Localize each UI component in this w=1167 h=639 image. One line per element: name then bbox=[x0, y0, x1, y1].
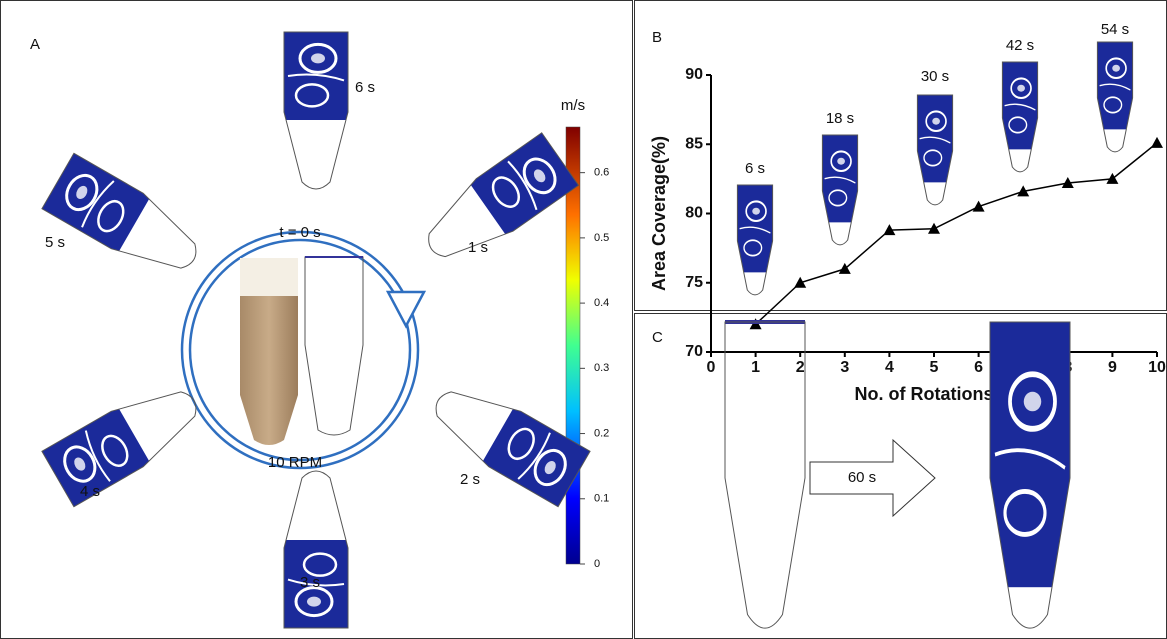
x-tick-label: 0 bbox=[707, 359, 716, 376]
annotation: 6 s bbox=[745, 160, 765, 177]
tube bbox=[422, 373, 590, 507]
time-label: 3 s bbox=[300, 574, 320, 591]
y-tick-label: 90 bbox=[685, 66, 703, 83]
tube bbox=[917, 95, 952, 205]
particles bbox=[1002, 62, 1037, 149]
time-label: 2 s bbox=[460, 471, 480, 488]
particles bbox=[917, 95, 952, 182]
photo-top bbox=[240, 258, 298, 298]
colorbar-tick-label: 0.1 bbox=[594, 493, 609, 505]
photo-tube bbox=[240, 296, 298, 445]
vortex bbox=[1024, 392, 1042, 412]
rotation-arrow bbox=[182, 232, 424, 468]
x-tick-label: 9 bbox=[1108, 359, 1117, 376]
initial-time: t = 0 s bbox=[279, 224, 320, 241]
vortex bbox=[932, 118, 940, 125]
tube-outline bbox=[725, 322, 805, 628]
colorbar-tick-label: 0 bbox=[594, 558, 600, 570]
panel-label: A bbox=[30, 36, 40, 53]
x-tick-label: 2 bbox=[796, 359, 805, 376]
x-axis-title: No. of Rotations bbox=[855, 384, 994, 404]
y-tick-label: 75 bbox=[685, 274, 703, 291]
vortex bbox=[752, 208, 760, 215]
colorbar-tick-label: 0.3 bbox=[594, 362, 609, 374]
y-tick-label: 70 bbox=[685, 343, 703, 360]
figure: A B C t = 0 s 10 RPM m/s 60 s 1 s 2 s 3 s 4… bbox=[0, 0, 1167, 639]
particle-fill bbox=[737, 185, 772, 272]
colorbar-tick-label: 0.6 bbox=[594, 167, 609, 179]
panel-b-frame bbox=[635, 1, 1167, 311]
vortex bbox=[837, 158, 845, 165]
y-tick-label: 80 bbox=[685, 205, 703, 222]
speed-label: 10 RPM bbox=[268, 454, 322, 471]
time-label: 1 s bbox=[468, 239, 488, 256]
particles bbox=[1097, 42, 1132, 129]
x-tick-label: 10 bbox=[1148, 359, 1166, 376]
particles bbox=[990, 322, 1070, 587]
data-line bbox=[756, 143, 1157, 324]
particle-fill bbox=[917, 95, 952, 182]
tube bbox=[284, 32, 348, 189]
x-tick-label: 3 bbox=[840, 359, 849, 376]
empty-tube bbox=[305, 257, 363, 435]
particle-fill bbox=[1097, 42, 1132, 129]
vortex bbox=[1017, 85, 1025, 92]
particles bbox=[284, 32, 348, 120]
tube bbox=[413, 133, 578, 275]
duration-label: 60 s bbox=[848, 469, 876, 486]
particle-fill bbox=[822, 135, 857, 222]
time-label: 6 s bbox=[355, 79, 375, 96]
x-tick-label: 6 bbox=[974, 359, 983, 376]
y-axis-title: Area Coverage(%) bbox=[649, 136, 669, 291]
colorbar-label: m/s bbox=[561, 97, 585, 114]
particle-fill bbox=[990, 322, 1070, 587]
panel-label: B bbox=[652, 29, 662, 46]
particle-fill bbox=[470, 133, 579, 236]
annotation: 42 s bbox=[1006, 37, 1034, 54]
annotation: 54 s bbox=[1101, 21, 1129, 38]
colorbar-tick-label: 0.2 bbox=[594, 427, 609, 439]
data-point bbox=[794, 277, 806, 288]
particles bbox=[470, 133, 579, 236]
tube bbox=[1002, 62, 1037, 172]
x-tick-label: 4 bbox=[885, 359, 894, 376]
vortex bbox=[1112, 65, 1120, 72]
tube bbox=[284, 471, 348, 628]
tube bbox=[42, 153, 210, 287]
particle-fill bbox=[1002, 62, 1037, 149]
vortex bbox=[307, 597, 321, 607]
particles bbox=[737, 185, 772, 272]
tube bbox=[725, 322, 805, 628]
tube bbox=[737, 185, 772, 295]
tube bbox=[42, 373, 210, 507]
time-label: 5 s bbox=[45, 234, 65, 251]
data-point bbox=[1151, 137, 1163, 148]
y-tick-label: 85 bbox=[685, 135, 703, 152]
data-point bbox=[973, 201, 985, 212]
colorbar-tick-label: 0.4 bbox=[594, 297, 609, 309]
panel-label: C bbox=[652, 329, 663, 346]
tube bbox=[990, 322, 1070, 628]
vortex bbox=[311, 53, 325, 63]
colorbar-tick-label: 0.5 bbox=[594, 232, 609, 244]
page: A B C t = 0 s 10 RPM m/s 60 s 1 s 2 s 3 s 4… bbox=[0, 0, 1167, 639]
time-label: 4 s bbox=[80, 483, 100, 500]
x-tick-label: 1 bbox=[751, 359, 760, 376]
tube bbox=[1097, 42, 1132, 152]
tube bbox=[822, 135, 857, 245]
particles bbox=[822, 135, 857, 222]
annotation: 18 s bbox=[826, 110, 854, 127]
x-tick-label: 5 bbox=[930, 359, 939, 376]
annotation: 30 s bbox=[921, 68, 949, 85]
